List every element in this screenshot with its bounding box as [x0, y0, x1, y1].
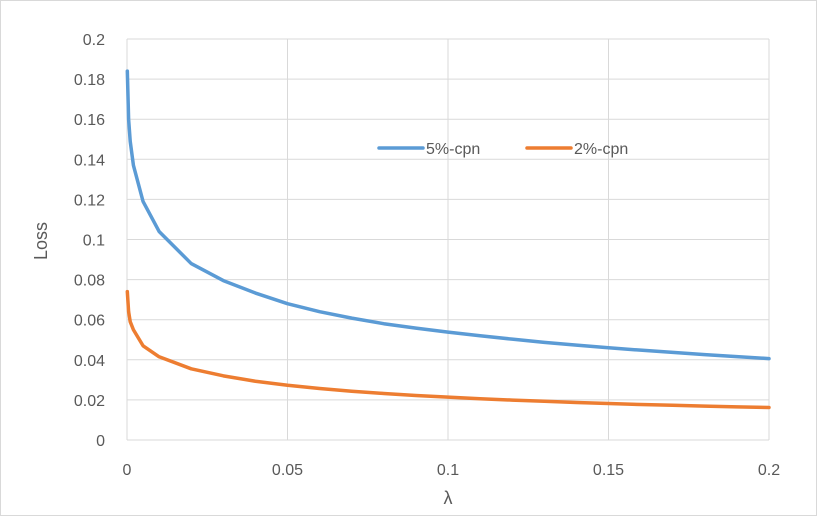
legend-label: 5%-cpn [426, 141, 480, 158]
y-tick-label: 0.12 [74, 192, 105, 209]
y-tick-labels: 0 0.02 0.04 0.06 0.08 0.1 0.12 0.14 0.16 0.18 0.2 [74, 32, 105, 450]
y-tick-label: 0.02 [74, 393, 105, 410]
x-axis-title: λ [444, 488, 453, 508]
y-tick-label: 0 [96, 433, 105, 450]
y-tick-label: 0.06 [74, 313, 105, 330]
legend: 5%-cpn 2%-cpn [377, 141, 628, 158]
y-tick-label: 0.18 [74, 72, 105, 89]
x-tick-label: 0.05 [272, 462, 303, 479]
y-axis-title: Loss [31, 222, 51, 260]
x-tick-label: 0.1 [437, 462, 459, 479]
y-tick-label: 0.04 [74, 353, 105, 370]
series-line-1 [125, 289, 771, 410]
y-tick-label: 0.16 [74, 112, 105, 129]
y-tick-label: 0.08 [74, 273, 105, 290]
gridlines [126, 38, 770, 441]
y-tick-label: 0.1 [83, 233, 105, 250]
x-tick-label: 0.2 [758, 462, 780, 479]
y-tick-label: 0.14 [74, 152, 105, 169]
series-line-0 [125, 69, 771, 361]
series-lines [125, 69, 771, 410]
x-tick-label: 0 [123, 462, 132, 479]
y-tick-label: 0.2 [83, 32, 105, 49]
x-tick-labels: 0 0.05 0.1 0.15 0.2 [123, 462, 781, 479]
legend-label: 2%-cpn [574, 141, 628, 158]
x-tick-label: 0.15 [593, 462, 624, 479]
